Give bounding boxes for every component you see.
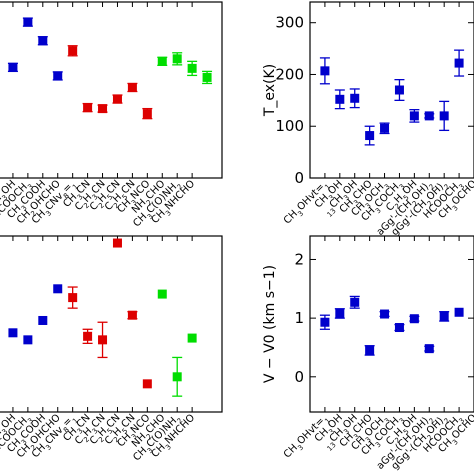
- chart-panel-bottom-left: CH3OHHCOOCH3CH3COOHCH2OHCHOCH3CNv8=1CH3C…: [0, 235, 223, 463]
- y-tick-label: 2: [294, 250, 304, 268]
- data-point: [365, 345, 375, 355]
- data-point: [142, 109, 152, 119]
- plot-frame: [309, 1, 474, 179]
- data-point: [439, 311, 449, 321]
- data-point: [454, 307, 464, 317]
- data-point: [335, 94, 345, 104]
- data-point: [23, 17, 33, 27]
- data-point: [172, 54, 182, 64]
- data-point: [202, 72, 212, 82]
- data-point: [127, 310, 137, 320]
- data-point: [68, 293, 78, 303]
- y-axis-label: V − V0 (km s−1): [262, 265, 278, 383]
- x-tick-label: CH3CNv8=1: [30, 178, 80, 228]
- data-point: [172, 372, 182, 382]
- y-tick-label: 100: [275, 117, 304, 135]
- data-point: [38, 315, 48, 325]
- plot-frame: [309, 235, 474, 413]
- data-point: [38, 36, 48, 46]
- data-point: [23, 335, 33, 345]
- y-axis-label: T_ex(K): [262, 64, 278, 117]
- data-point: [454, 58, 464, 68]
- data-point: [68, 46, 78, 56]
- data-point: [8, 62, 18, 72]
- data-point: [98, 104, 108, 114]
- y-tick-label: 300: [275, 14, 304, 32]
- data-point: [98, 335, 108, 345]
- data-point: [53, 71, 63, 81]
- data-point: [335, 308, 345, 318]
- data-point: [187, 333, 197, 343]
- data-point: [350, 93, 360, 103]
- y-tick-label: 1: [294, 309, 304, 327]
- y-tick-label: 0: [294, 169, 304, 187]
- data-point: [187, 63, 197, 73]
- data-point: [157, 289, 167, 299]
- data-point: [380, 123, 390, 133]
- chart-panel-top-left: CH3OHHCOOCH3CH3COOHCH2OHCHOCH3CNv8=1CH3C…: [0, 1, 223, 229]
- data-point: [112, 238, 122, 248]
- data-point: [394, 85, 404, 95]
- y-tick-label: 200: [275, 65, 304, 83]
- data-point: [424, 111, 434, 121]
- data-point: [320, 317, 330, 327]
- data-point: [350, 297, 360, 307]
- data-point: [142, 379, 152, 389]
- data-point: [365, 131, 375, 141]
- data-point: [380, 309, 390, 319]
- data-point: [83, 331, 93, 341]
- data-point: [320, 66, 330, 76]
- data-point: [83, 103, 93, 113]
- data-point: [439, 111, 449, 121]
- data-point: [53, 284, 63, 294]
- plot-frame: [0, 235, 223, 413]
- data-point: [409, 314, 419, 324]
- data-point: [424, 344, 434, 354]
- data-point: [127, 82, 137, 92]
- data-point: [157, 56, 167, 66]
- data-point: [409, 111, 419, 121]
- plot-frame: [0, 1, 223, 179]
- y-tick-label: 0: [294, 368, 304, 386]
- data-point: [112, 94, 122, 104]
- data-point: [8, 328, 18, 338]
- data-point: [394, 323, 404, 333]
- chart-panel-top-right: 0100200300T_ex(K)CH3OHvt=1CH3OH13CH3OHCH…: [262, 1, 474, 238]
